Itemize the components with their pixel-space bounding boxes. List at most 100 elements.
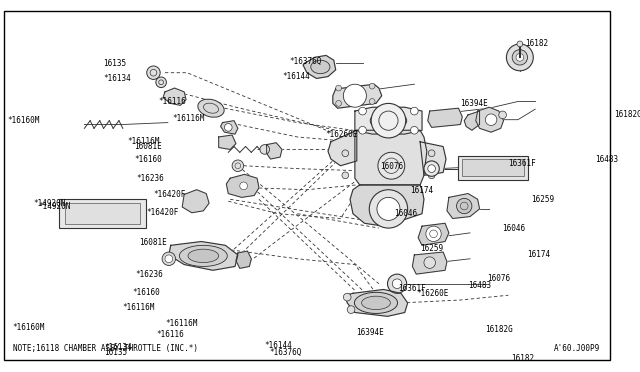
Bar [462, 159, 524, 176]
Circle shape [358, 126, 366, 134]
Text: 16174: 16174 [410, 186, 433, 195]
Text: 16046: 16046 [394, 209, 417, 218]
Text: *16116: *16116 [157, 330, 184, 339]
Text: *16376Q: *16376Q [290, 57, 322, 66]
Text: 16259: 16259 [531, 195, 554, 204]
Circle shape [336, 85, 342, 91]
Polygon shape [346, 289, 408, 316]
Ellipse shape [362, 296, 390, 310]
Circle shape [240, 182, 248, 190]
Circle shape [377, 198, 400, 221]
Polygon shape [333, 84, 381, 108]
Text: 16182: 16182 [525, 39, 548, 48]
Text: 16361F: 16361F [398, 283, 426, 293]
Polygon shape [236, 251, 252, 268]
Circle shape [369, 190, 408, 228]
Text: *16134: *16134 [104, 343, 132, 352]
Text: *16236: *16236 [135, 270, 163, 279]
Polygon shape [350, 185, 424, 226]
Circle shape [147, 66, 160, 79]
Text: *16116M: *16116M [127, 137, 160, 146]
Circle shape [424, 161, 439, 176]
Text: 16081E: 16081E [139, 238, 167, 247]
Bar [65, 203, 140, 224]
Bar [458, 156, 527, 180]
Text: *16376Q: *16376Q [269, 348, 301, 357]
Circle shape [499, 111, 506, 119]
Text: *16134: *16134 [104, 74, 131, 83]
Circle shape [260, 145, 269, 154]
Text: 16182G: 16182G [614, 110, 640, 119]
Polygon shape [412, 252, 447, 274]
Ellipse shape [198, 99, 224, 117]
Polygon shape [182, 190, 209, 213]
Circle shape [392, 279, 402, 289]
Ellipse shape [311, 60, 330, 74]
Text: *14920N: *14920N [34, 199, 66, 208]
Text: 16135: 16135 [104, 59, 127, 68]
Text: *16260E: *16260E [325, 130, 358, 139]
Text: 16076: 16076 [381, 162, 404, 171]
Text: 16182G: 16182G [485, 325, 513, 334]
Bar [60, 199, 146, 228]
Polygon shape [163, 88, 186, 105]
Polygon shape [355, 107, 422, 134]
Circle shape [371, 103, 406, 138]
Text: 16394E: 16394E [356, 328, 384, 337]
Polygon shape [221, 121, 238, 134]
Text: *16160M: *16160M [12, 323, 45, 332]
Circle shape [387, 274, 406, 293]
Circle shape [162, 252, 175, 266]
Circle shape [165, 255, 173, 263]
Text: *16116: *16116 [158, 97, 186, 106]
Circle shape [428, 165, 435, 173]
Circle shape [428, 172, 435, 179]
Text: *16116M: *16116M [123, 303, 155, 312]
Text: NOTE;16118 CHAMBER ASSY-THROTTLE (INC.*): NOTE;16118 CHAMBER ASSY-THROTTLE (INC.*) [13, 344, 198, 353]
Text: A'60.J00P9: A'60.J00P9 [554, 344, 600, 353]
Polygon shape [328, 130, 357, 166]
Polygon shape [420, 142, 446, 175]
Text: 16081E: 16081E [134, 142, 161, 151]
Text: 16483: 16483 [595, 154, 618, 164]
Text: 16076: 16076 [487, 275, 510, 283]
Circle shape [348, 306, 355, 314]
Circle shape [336, 100, 342, 106]
Circle shape [424, 257, 435, 268]
Circle shape [485, 114, 497, 125]
Polygon shape [355, 130, 427, 185]
Text: *16116M: *16116M [173, 114, 205, 123]
Ellipse shape [188, 249, 219, 263]
Polygon shape [464, 111, 479, 130]
Circle shape [344, 84, 366, 107]
Polygon shape [303, 55, 336, 78]
Circle shape [232, 160, 244, 171]
Text: 16259: 16259 [420, 244, 444, 253]
Circle shape [369, 83, 375, 89]
Text: *16260E: *16260E [416, 289, 449, 298]
Text: *16160: *16160 [134, 154, 162, 164]
Polygon shape [267, 143, 282, 159]
Text: *16144: *16144 [264, 341, 292, 350]
Polygon shape [227, 174, 259, 198]
Circle shape [456, 198, 472, 214]
Text: *16160M: *16160M [8, 116, 40, 125]
Text: *16420F: *16420F [146, 208, 179, 217]
Circle shape [369, 99, 375, 105]
Ellipse shape [370, 111, 406, 130]
Circle shape [512, 50, 527, 65]
Ellipse shape [179, 246, 227, 266]
Polygon shape [169, 241, 238, 270]
Text: *14920N: *14920N [38, 202, 71, 212]
Circle shape [410, 107, 418, 115]
Text: 16182: 16182 [511, 355, 534, 363]
Circle shape [342, 172, 349, 179]
Text: *16144: *16144 [282, 72, 310, 81]
Ellipse shape [355, 292, 397, 314]
Circle shape [410, 126, 418, 134]
Circle shape [342, 150, 349, 157]
Text: 16394E: 16394E [460, 99, 488, 108]
Text: 16361F: 16361F [508, 159, 536, 168]
Text: 16135: 16135 [104, 348, 127, 357]
Circle shape [156, 77, 166, 87]
